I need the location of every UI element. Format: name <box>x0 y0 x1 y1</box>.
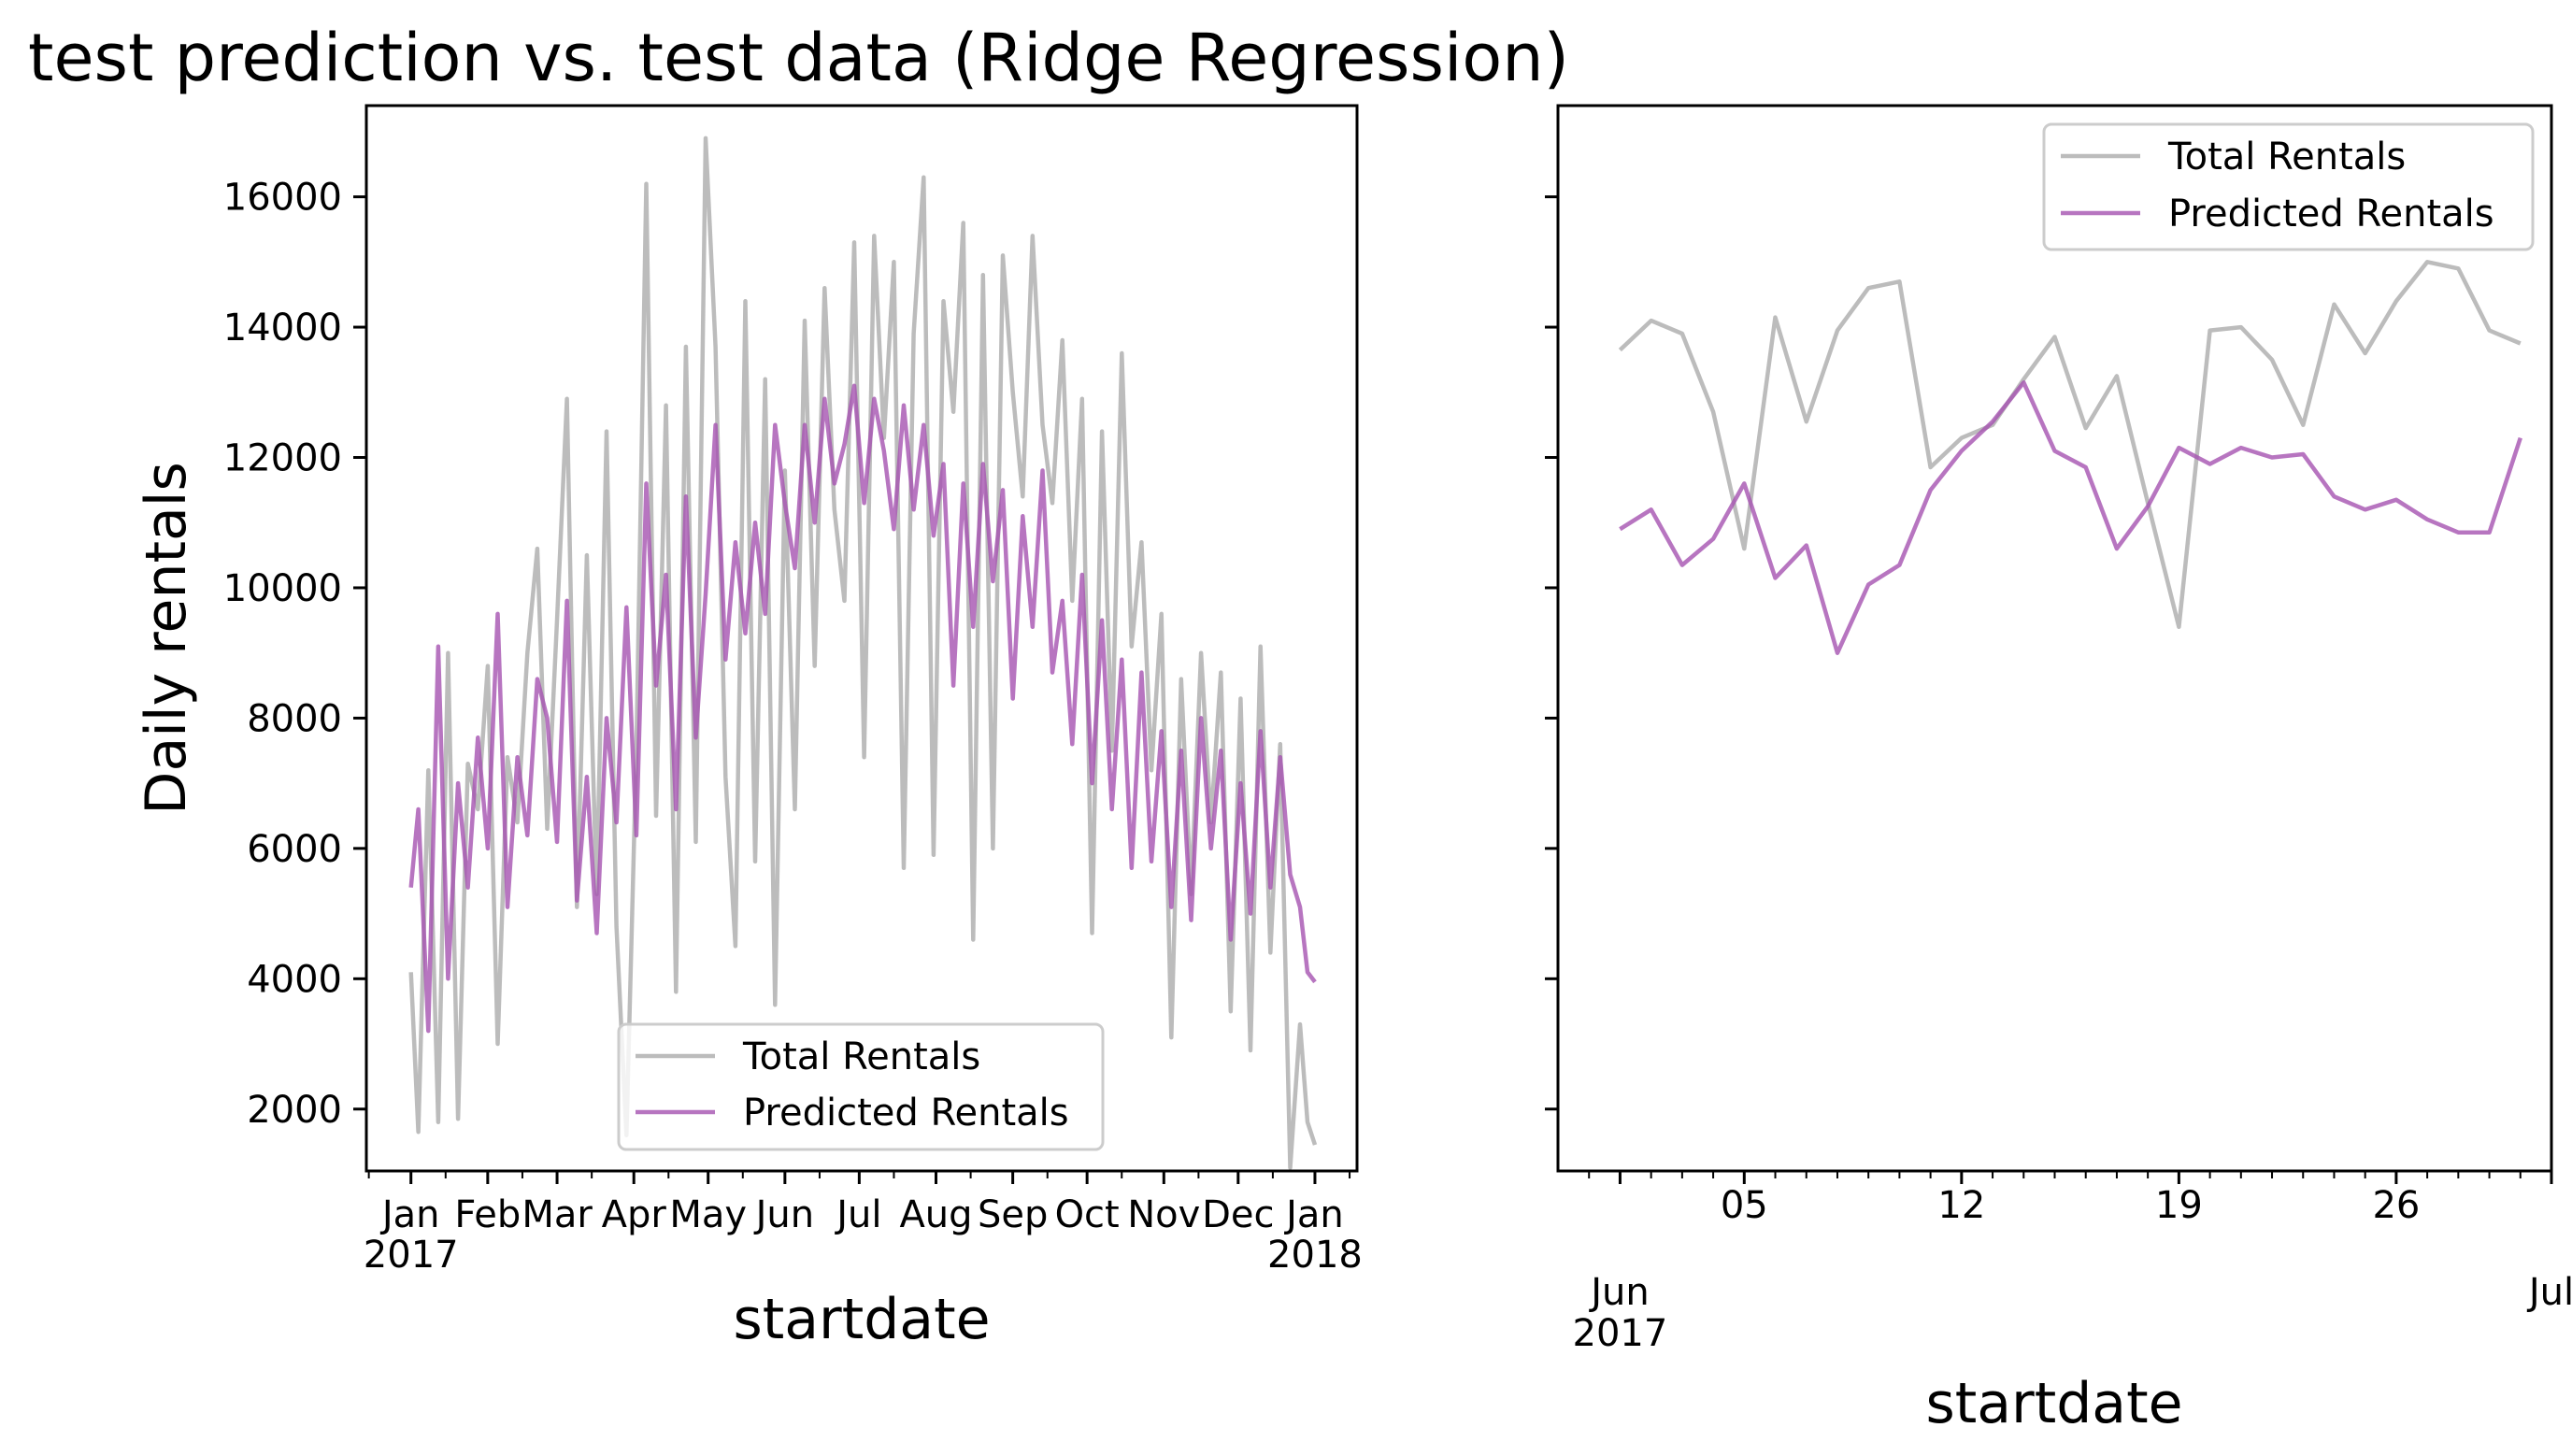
figure-title: test prediction vs. test data (Ridge Reg… <box>28 20 1569 96</box>
left-legend-label-total: Total Rentals <box>742 1035 980 1078</box>
right-legend-label-predicted: Predicted Rentals <box>2168 193 2494 236</box>
left-y-axis-label: Daily rentals <box>134 462 199 814</box>
left-x-axis-label: startdate <box>733 1287 990 1352</box>
left-x-tick-label: Jan <box>1283 1193 1344 1236</box>
right-legend: Total Rentals Predicted Rentals <box>2042 122 2535 251</box>
left-x-tick-sublabel: 2017 <box>364 1234 459 1277</box>
left-x-tick-label: Mar <box>522 1193 593 1236</box>
left-plot-frame <box>364 104 1359 1173</box>
right-legend-box <box>2042 122 2535 251</box>
left-x-tick-label: Sep <box>978 1193 1048 1236</box>
left-x-tick-label: Jun <box>753 1193 815 1236</box>
left-y-tick-label: 14000 <box>223 307 342 350</box>
left-y-tick-label: 12000 <box>223 437 342 480</box>
left-series-line-predicted <box>408 383 1317 1034</box>
right-x-tick-label: Jul <box>2526 1271 2572 1314</box>
left-series-line-total <box>408 136 1318 1170</box>
left-x-tick-label: Nov <box>1127 1193 1200 1236</box>
left-y-tick-label: 4000 <box>247 958 342 1001</box>
right-x-tick-label: 12 <box>1937 1184 1985 1227</box>
left-chart: 2000 4000 6000 8000 10000 12000 14000 16000 Jan… <box>134 104 1363 1352</box>
right-legend-label-total: Total Rentals <box>2167 136 2406 178</box>
left-x-tick-label: Feb <box>454 1193 521 1236</box>
right-x-tick-label: 26 <box>2372 1184 2420 1227</box>
left-y-tick-label: 2000 <box>247 1089 342 1132</box>
left-x-tick-label: Apr <box>602 1193 667 1236</box>
left-legend-box <box>617 1022 1105 1151</box>
right-x-axis-label: startdate <box>1925 1371 2182 1436</box>
left-y-tick-label: 10000 <box>223 567 342 610</box>
left-y-tick-label: 6000 <box>247 828 342 871</box>
right-x-tick-label: 05 <box>1721 1184 1768 1227</box>
right-x-tick-label: Jun <box>1588 1271 1650 1314</box>
left-x-tick-label: Aug <box>899 1193 972 1236</box>
left-legend-label-predicted: Predicted Rentals <box>743 1092 1069 1135</box>
right-series-line-total <box>1618 260 2522 630</box>
right-x-tick-sublabel: 2017 <box>1573 1312 1668 1355</box>
left-legend: Total Rentals Predicted Rentals <box>617 1022 1105 1151</box>
left-x-tick-label: Jan <box>379 1193 440 1236</box>
right-x-tick-label: 19 <box>2155 1184 2203 1227</box>
left-y-tick-label: 16000 <box>223 177 342 220</box>
left-x-tick-sublabel: 2018 <box>1267 1234 1363 1277</box>
left-x-tick-label: May <box>669 1193 747 1236</box>
right-plot-frame <box>1556 104 2553 1173</box>
left-x-tick-label: Oct <box>1055 1193 1120 1236</box>
right-series-line-predicted <box>1619 380 2522 655</box>
left-y-tick-label: 8000 <box>247 697 342 740</box>
left-x-tick-label: Jul <box>834 1193 881 1236</box>
left-x-tick-label: Dec <box>1202 1193 1274 1236</box>
